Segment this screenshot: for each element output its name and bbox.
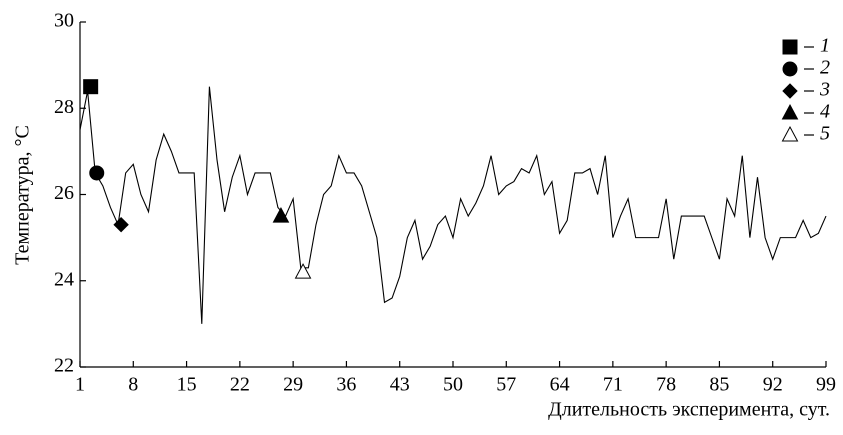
marker — [83, 79, 99, 95]
line — [79, 86, 827, 324]
marker — [89, 165, 105, 181]
x-tick-label: 15 — [177, 374, 197, 396]
legend-symbol — [782, 39, 798, 55]
x-tick-label: 8 — [128, 374, 138, 396]
y-tick-label: 24 — [54, 268, 74, 290]
legend-symbol — [781, 103, 799, 120]
marker — [272, 207, 290, 223]
x-tick-label: 92 — [763, 374, 783, 396]
x-tick-label: 22 — [230, 374, 250, 396]
legend-label: 2 — [820, 57, 830, 79]
x-tick-label: 71 — [603, 374, 623, 396]
legend-label: 4 — [820, 101, 830, 123]
legend-label: 1 — [820, 35, 830, 57]
x-axis-label: Длительность эксперимента, сут. — [548, 399, 830, 421]
x-tick-label: 78 — [656, 374, 676, 396]
x-tick-label: 85 — [709, 374, 729, 396]
x-tick-label: 29 — [283, 374, 303, 396]
marker — [294, 263, 312, 279]
legend-symbol — [782, 61, 798, 77]
x-tick-label: 43 — [390, 374, 410, 396]
y-tick-label: 26 — [54, 182, 74, 204]
legend-label: 5 — [820, 123, 830, 145]
y-tick-label: 30 — [54, 10, 74, 32]
y-tick-label: 22 — [54, 355, 74, 377]
y-axis-label: Температура, °C — [12, 125, 34, 265]
legend-label: 3 — [819, 79, 830, 101]
x-tick-label: 1 — [75, 374, 85, 396]
legend-symbol — [782, 83, 798, 99]
marker — [113, 216, 129, 233]
x-tick-label: 50 — [443, 374, 463, 396]
x-tick-label: 99 — [816, 374, 836, 396]
x-tick-label: 36 — [336, 374, 356, 396]
x-tick-label: 64 — [550, 374, 570, 396]
y-tick-label: 28 — [54, 96, 74, 118]
x-tick-label: 57 — [496, 374, 516, 396]
legend-symbol — [781, 125, 799, 142]
